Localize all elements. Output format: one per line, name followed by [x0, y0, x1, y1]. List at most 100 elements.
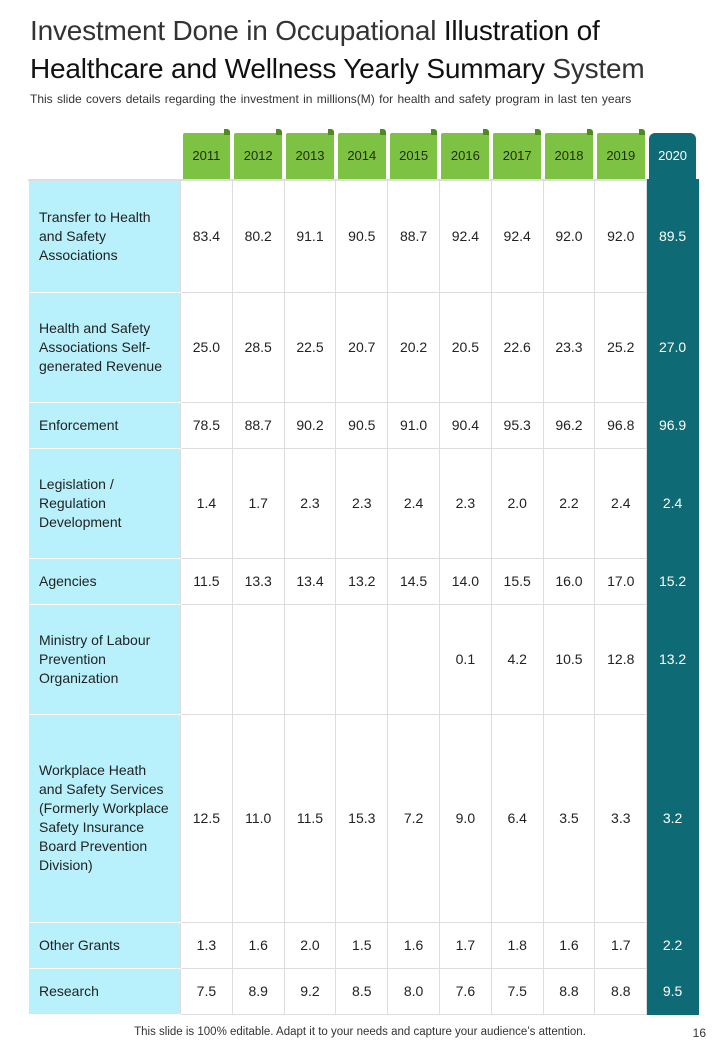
value-cell: 2.4 — [594, 447, 648, 559]
value-cell: 80.2 — [231, 179, 285, 293]
value-cell: 89.5 — [646, 179, 699, 293]
value-cell: 1.6 — [231, 921, 285, 969]
value-cell: 20.7 — [335, 291, 389, 403]
table-row: Research 7.5 8.9 9.2 8.5 8.0 7.6 7.5 8.8 8.8 9.5 — [28, 967, 699, 1015]
value-cell — [387, 603, 440, 715]
value-cell: 1.7 — [438, 921, 492, 969]
value-cell: 17.0 — [594, 557, 648, 605]
value-cell: 1.3 — [180, 921, 233, 969]
value-cell: 13.3 — [231, 557, 285, 605]
subtitle: This slide covers details regarding the … — [30, 92, 632, 106]
value-cell: 95.3 — [490, 401, 544, 449]
year-header-cell: 2014 — [336, 128, 388, 180]
row-label: Enforcement — [28, 401, 181, 449]
year-header-cell: 2017 — [491, 128, 543, 180]
value-cell: 11.0 — [231, 713, 285, 923]
value-cell: 15.5 — [490, 557, 544, 605]
value-cell: 8.8 — [594, 967, 648, 1015]
year-tab: 2016 — [441, 129, 490, 179]
year-tab: 2018 — [545, 129, 593, 179]
row-label: Other Grants — [28, 921, 181, 969]
value-cell: 1.5 — [335, 921, 389, 969]
value-cell: 2.0 — [490, 447, 544, 559]
value-cell: 8.5 — [335, 967, 389, 1015]
value-cell: 13.4 — [283, 557, 337, 605]
value-cell: 1.7 — [231, 447, 285, 559]
value-cell: 2.4 — [387, 447, 440, 559]
row-label: Research — [28, 967, 181, 1015]
year-header-cell: 2018 — [543, 128, 595, 180]
table-row: Other Grants 1.3 1.6 2.0 1.5 1.6 1.7 1.8 1.6 1.7 2… — [28, 921, 699, 969]
value-cell: 9.0 — [438, 713, 492, 923]
value-cell: 91.1 — [283, 179, 337, 293]
year-header-row: 2011 2012 2013 2014 2015 2016 2017 2018 2019 2020 — [29, 128, 699, 180]
value-cell: 27.0 — [646, 291, 699, 403]
value-cell: 88.7 — [387, 179, 440, 293]
page-number: 16 — [692, 1026, 706, 1040]
value-cell: 16.0 — [542, 557, 596, 605]
title-part: Investment Done in Occupational — [30, 15, 444, 46]
value-cell: 4.2 — [490, 603, 544, 715]
value-cell: 83.4 — [180, 179, 233, 293]
value-cell: 2.3 — [335, 447, 389, 559]
value-cell: 14.0 — [438, 557, 492, 605]
row-label: Legislation / Regulation Development — [28, 447, 181, 559]
value-cell: 96.9 — [646, 401, 699, 449]
value-cell: 2.0 — [283, 921, 337, 969]
value-cell: 20.5 — [438, 291, 492, 403]
value-cell: 13.2 — [646, 603, 699, 715]
year-header-cell: 2015 — [388, 128, 440, 180]
value-cell: 23.3 — [542, 291, 596, 403]
value-cell — [283, 603, 337, 715]
value-cell: 15.2 — [646, 557, 699, 605]
value-cell: 11.5 — [283, 713, 337, 923]
footer-note: This slide is 100% editable. Adapt it to… — [134, 1026, 586, 1038]
year-header-cell: 2011 — [181, 128, 233, 180]
value-cell: 7.5 — [180, 967, 233, 1015]
header-empty-cell — [29, 128, 181, 180]
row-label: Workplace Heath and Safety Services (For… — [28, 713, 181, 923]
value-cell: 88.7 — [231, 401, 285, 449]
year-tab: 2015 — [389, 129, 438, 179]
year-tab: 2014 — [337, 129, 386, 179]
value-cell: 90.5 — [335, 401, 389, 449]
value-cell: 90.5 — [335, 179, 389, 293]
year-tab: 2019 — [596, 129, 645, 179]
value-cell: 92.0 — [594, 179, 648, 293]
value-cell — [335, 603, 389, 715]
value-cell: 3.3 — [594, 713, 648, 923]
value-cell: 2.4 — [646, 447, 699, 559]
value-cell: 2.2 — [646, 921, 699, 969]
value-cell: 91.0 — [387, 401, 440, 449]
value-cell: 96.8 — [594, 401, 648, 449]
year-tab: 2012 — [234, 129, 283, 179]
row-label: Health and Safety Associations Self-gene… — [28, 291, 181, 403]
value-cell: 12.5 — [180, 713, 233, 923]
table-row: Transfer to Health and Safety Associatio… — [28, 179, 699, 293]
value-cell — [231, 603, 285, 715]
table-row: Legislation / Regulation Development 1.4 1… — [28, 447, 699, 559]
table-row: Health and Safety Associations Self-gene… — [28, 291, 699, 403]
year-tab: 2020 — [648, 133, 697, 179]
title-part: System — [552, 53, 645, 84]
value-cell: 25.2 — [594, 291, 648, 403]
value-cell: 9.5 — [646, 967, 699, 1015]
value-cell: 2.3 — [283, 447, 337, 559]
page-title: Investment Done in Occupational Illustra… — [30, 12, 700, 88]
value-cell: 1.6 — [387, 921, 440, 969]
year-header-cell: 2019 — [595, 128, 647, 180]
year-header-cell: 2020 — [647, 128, 699, 180]
row-label: Agencies — [28, 557, 181, 605]
value-cell: 10.5 — [542, 603, 596, 715]
table-row: Ministry of Labour Prevention Organizati… — [28, 603, 699, 715]
value-cell: 1.7 — [594, 921, 648, 969]
value-cell: 90.4 — [438, 401, 492, 449]
value-cell: 1.8 — [490, 921, 544, 969]
investment-table: 2011 2012 2013 2014 2015 2016 2017 2018 2019 2020… — [28, 128, 699, 1015]
year-header-cell: 2012 — [232, 128, 284, 180]
title-part: Illustration of — [443, 15, 600, 46]
table-row: Enforcement 78.5 88.7 90.2 90.5 91.0 90.4 95.3 9… — [28, 401, 699, 449]
value-cell: 12.8 — [594, 603, 648, 715]
value-cell: 78.5 — [180, 401, 233, 449]
year-tab: 2013 — [286, 129, 334, 179]
